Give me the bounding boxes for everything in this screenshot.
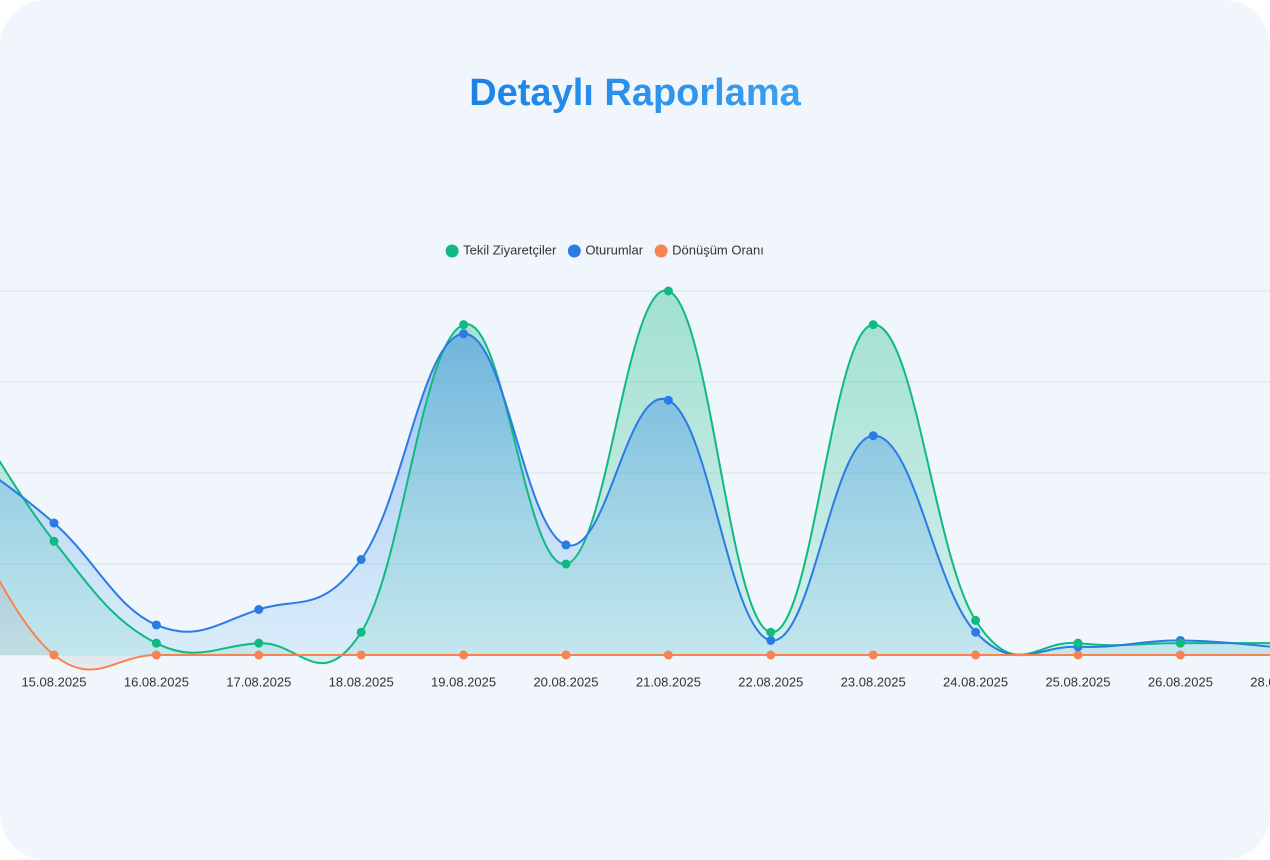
x-tick-label: 28.08.2025 [1250, 674, 1270, 689]
legend-label: Tekil Ziyaretçiler [463, 242, 557, 257]
point [459, 650, 469, 660]
x-tick-label: 21.08.2025 [636, 674, 701, 689]
point [1175, 638, 1185, 648]
point [254, 638, 264, 648]
x-tick-label: 24.08.2025 [943, 674, 1008, 689]
point [49, 518, 59, 528]
x-tick-label: 25.08.2025 [1045, 674, 1110, 689]
point [459, 329, 469, 339]
point [356, 627, 366, 637]
line [0, 289, 1270, 665]
line [0, 579, 1270, 671]
x-tick-label: 19.08.2025 [431, 674, 496, 689]
point [663, 395, 673, 405]
point [254, 605, 264, 614]
chart-title: Detaylı Raporlama [469, 72, 801, 114]
point [356, 650, 366, 660]
point [663, 286, 673, 296]
x-tick-label: 16.08.2025 [124, 674, 189, 689]
point [561, 559, 571, 569]
x-tick-label: 15.08.2025 [21, 674, 86, 689]
point [1175, 650, 1185, 660]
x-tick-label: 18.08.2025 [329, 674, 394, 689]
point [561, 540, 571, 550]
point [868, 650, 878, 660]
point [663, 650, 673, 660]
legend-swatch [654, 244, 668, 258]
point [356, 554, 366, 564]
point [1073, 638, 1083, 648]
legend-label: Oturumlar [585, 242, 643, 257]
point [868, 320, 878, 330]
x-tick-label: 17.08.2025 [226, 674, 291, 689]
point [971, 615, 981, 625]
point [561, 650, 571, 660]
point [868, 431, 878, 441]
point [766, 627, 776, 637]
point [254, 650, 264, 660]
point [971, 627, 981, 637]
x-tick-label: 26.08.2025 [1148, 674, 1213, 689]
line [0, 332, 1270, 657]
point [151, 620, 161, 630]
point [1073, 650, 1083, 660]
point [49, 650, 59, 660]
x-tick-label: 22.08.2025 [738, 674, 803, 689]
x-tick-label: 23.08.2025 [841, 674, 906, 689]
point [766, 650, 776, 660]
legend-label: Dönüşüm Oranı [672, 242, 764, 257]
point [151, 650, 161, 660]
legend-swatch [567, 244, 581, 258]
area [0, 333, 1270, 656]
point [971, 650, 981, 660]
point [151, 638, 161, 648]
point [459, 320, 469, 330]
point [49, 536, 59, 546]
point [766, 635, 776, 645]
x-tick-label: 20.08.2025 [533, 674, 598, 689]
legend: Tekil Ziyaretçiler Oturumlar Dönüşüm Oranı [445, 242, 764, 258]
legend-swatch [445, 244, 459, 258]
